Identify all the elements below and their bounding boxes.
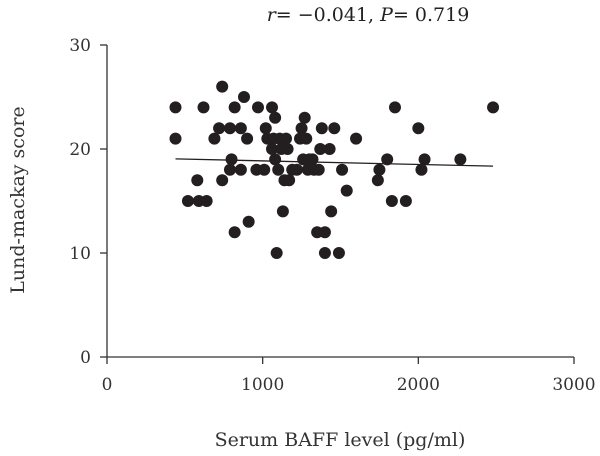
data-point (399, 195, 412, 207)
axis-tick-labels: 0 1000 2000 3000 0 10 20 30 (69, 36, 595, 395)
y-tick-label: 0 (80, 348, 91, 368)
data-point (332, 247, 345, 259)
axis-ticks (100, 44, 575, 364)
x-axis-title: Serum BAFF level (pg/ml) (215, 429, 466, 451)
data-point (300, 132, 313, 145)
p-symbol: P (379, 4, 394, 26)
data-point (200, 195, 213, 207)
p-value: = 0.719 (393, 4, 469, 26)
data-point (259, 122, 272, 135)
data-point (315, 122, 328, 135)
data-point (216, 174, 229, 187)
x-tick-label: 3000 (552, 375, 595, 395)
data-point (223, 122, 236, 135)
data-point (169, 132, 182, 145)
data-point (373, 163, 386, 176)
data-point (242, 215, 255, 228)
data-point (272, 163, 285, 176)
data-point (306, 153, 319, 166)
data-point (385, 195, 398, 207)
data-point (237, 91, 250, 103)
data-point (225, 153, 238, 166)
r-symbol: r (267, 4, 278, 26)
data-point (234, 163, 247, 176)
data-point (276, 205, 289, 218)
y-tick-label: 20 (69, 140, 91, 160)
data-point (340, 184, 353, 197)
data-point (228, 226, 241, 239)
regression-line (175, 158, 494, 167)
data-point (266, 143, 279, 155)
data-point (415, 163, 428, 176)
data-point (318, 247, 331, 259)
data-point (290, 163, 303, 176)
data-point (323, 143, 336, 155)
data-point (241, 132, 254, 145)
data-point (169, 101, 182, 114)
trendline-group (175, 158, 494, 167)
data-point (381, 153, 394, 166)
data-point (295, 122, 308, 135)
data-point (325, 205, 338, 218)
data-points (169, 80, 500, 259)
data-point (388, 101, 401, 114)
data-point (318, 226, 331, 239)
data-point (336, 163, 349, 176)
data-point (314, 143, 327, 155)
data-point (298, 111, 311, 124)
data-point (371, 174, 384, 187)
x-tick-label: 1000 (241, 375, 284, 395)
data-point (258, 163, 271, 176)
data-point (269, 111, 282, 124)
data-point (269, 153, 282, 166)
data-point (412, 122, 425, 135)
data-point (281, 143, 294, 155)
data-point (487, 101, 500, 114)
data-point (216, 80, 229, 93)
data-point (280, 132, 293, 145)
data-point (312, 163, 325, 176)
y-tick-label: 10 (69, 244, 91, 264)
data-point (266, 101, 279, 114)
data-point (283, 174, 296, 187)
data-point (328, 122, 341, 135)
x-tick-label: 0 (102, 375, 113, 395)
data-point (228, 101, 241, 114)
data-point (191, 174, 204, 187)
data-point (251, 101, 264, 114)
data-point (213, 122, 226, 135)
data-point (223, 163, 236, 176)
y-tick-label: 30 (69, 36, 91, 56)
data-point (418, 153, 431, 166)
correlation-annotation: r= −0.041, P= 0.719 (267, 4, 470, 26)
data-point (181, 195, 194, 207)
y-axis-title: Lund-mackay score (7, 106, 29, 293)
x-tick-label: 2000 (397, 375, 440, 395)
r-value: = −0.041, (276, 4, 380, 26)
data-point (270, 247, 283, 259)
data-point (197, 101, 210, 114)
data-point (234, 122, 247, 135)
data-point (350, 132, 363, 145)
data-point (208, 132, 221, 145)
data-point (454, 153, 467, 166)
